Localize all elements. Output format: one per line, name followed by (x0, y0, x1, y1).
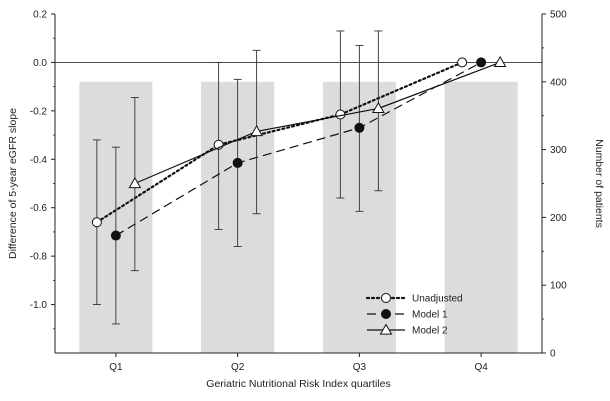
x-axis-title: Geriatric Nutritional Risk Index quartil… (206, 378, 390, 390)
series-unadjusted (91, 30, 468, 306)
y2-axis-title: Number of patients (593, 139, 605, 228)
data-series (91, 30, 507, 325)
legend-item-model-1: Model 1 (367, 309, 448, 321)
y-tick-label: -1.0 (30, 300, 48, 311)
data-point-q1 (110, 230, 121, 241)
y2-tick-label: 100 (550, 281, 567, 292)
data-point-q1 (128, 176, 142, 189)
data-point-q1 (91, 217, 102, 228)
data-point-q3 (372, 101, 385, 114)
series-model-1 (110, 45, 487, 325)
x-tick-label-q4: Q4 (474, 362, 488, 373)
legend-marker (379, 323, 393, 335)
legend-label: Model 1 (412, 310, 448, 321)
series-line (115, 61, 482, 237)
y-tick-label: -0.8 (30, 252, 48, 263)
patient-bar-q4 (444, 81, 518, 354)
legend-label: Unadjusted (412, 294, 463, 305)
y2-tick-label: 400 (550, 77, 567, 88)
data-point-q4 (493, 55, 507, 68)
data-point-q4 (457, 57, 468, 68)
y-tick-label: -0.4 (30, 155, 48, 166)
data-point-q2 (250, 124, 263, 137)
x-tick-label-q3: Q3 (353, 362, 367, 373)
x-tick-label-q1: Q1 (109, 362, 123, 373)
y-axis-title: Difference of 5-year eGFR slope (7, 108, 19, 259)
legend-marker (381, 309, 391, 319)
y2-tick-label: 0 (550, 349, 556, 360)
series-line (134, 61, 501, 185)
y-tick-label: 0.0 (33, 58, 47, 69)
series-model-2 (128, 30, 507, 272)
patient-count-bars (79, 81, 518, 354)
y2-tick-label: 300 (550, 145, 567, 156)
y2-tick-label: 500 (550, 10, 567, 21)
data-point-q4 (476, 57, 487, 68)
data-point-q2 (232, 157, 243, 168)
legend-item-model-2: Model 2 (367, 323, 448, 337)
x-tick-label-q2: Q2 (231, 362, 245, 373)
axes: 0.2 0.0 -0.2 -0.4 -0.6 -0.8 -1.0 500 400 300 200 10… (30, 10, 567, 374)
y-tick-label: -0.6 (30, 203, 48, 214)
series-line (95, 61, 464, 224)
legend-label: Model 2 (412, 326, 448, 337)
y-tick-label: -0.2 (30, 106, 48, 117)
y-tick-label: 0.2 (33, 10, 47, 21)
y2-tick-label: 200 (550, 213, 567, 224)
legend-item-unadjusted: Unadjusted (365, 293, 463, 305)
data-point-q3 (354, 122, 365, 133)
legend-marker (381, 293, 391, 303)
legend: Unadjusted Model 1 Model 2 (365, 293, 463, 337)
